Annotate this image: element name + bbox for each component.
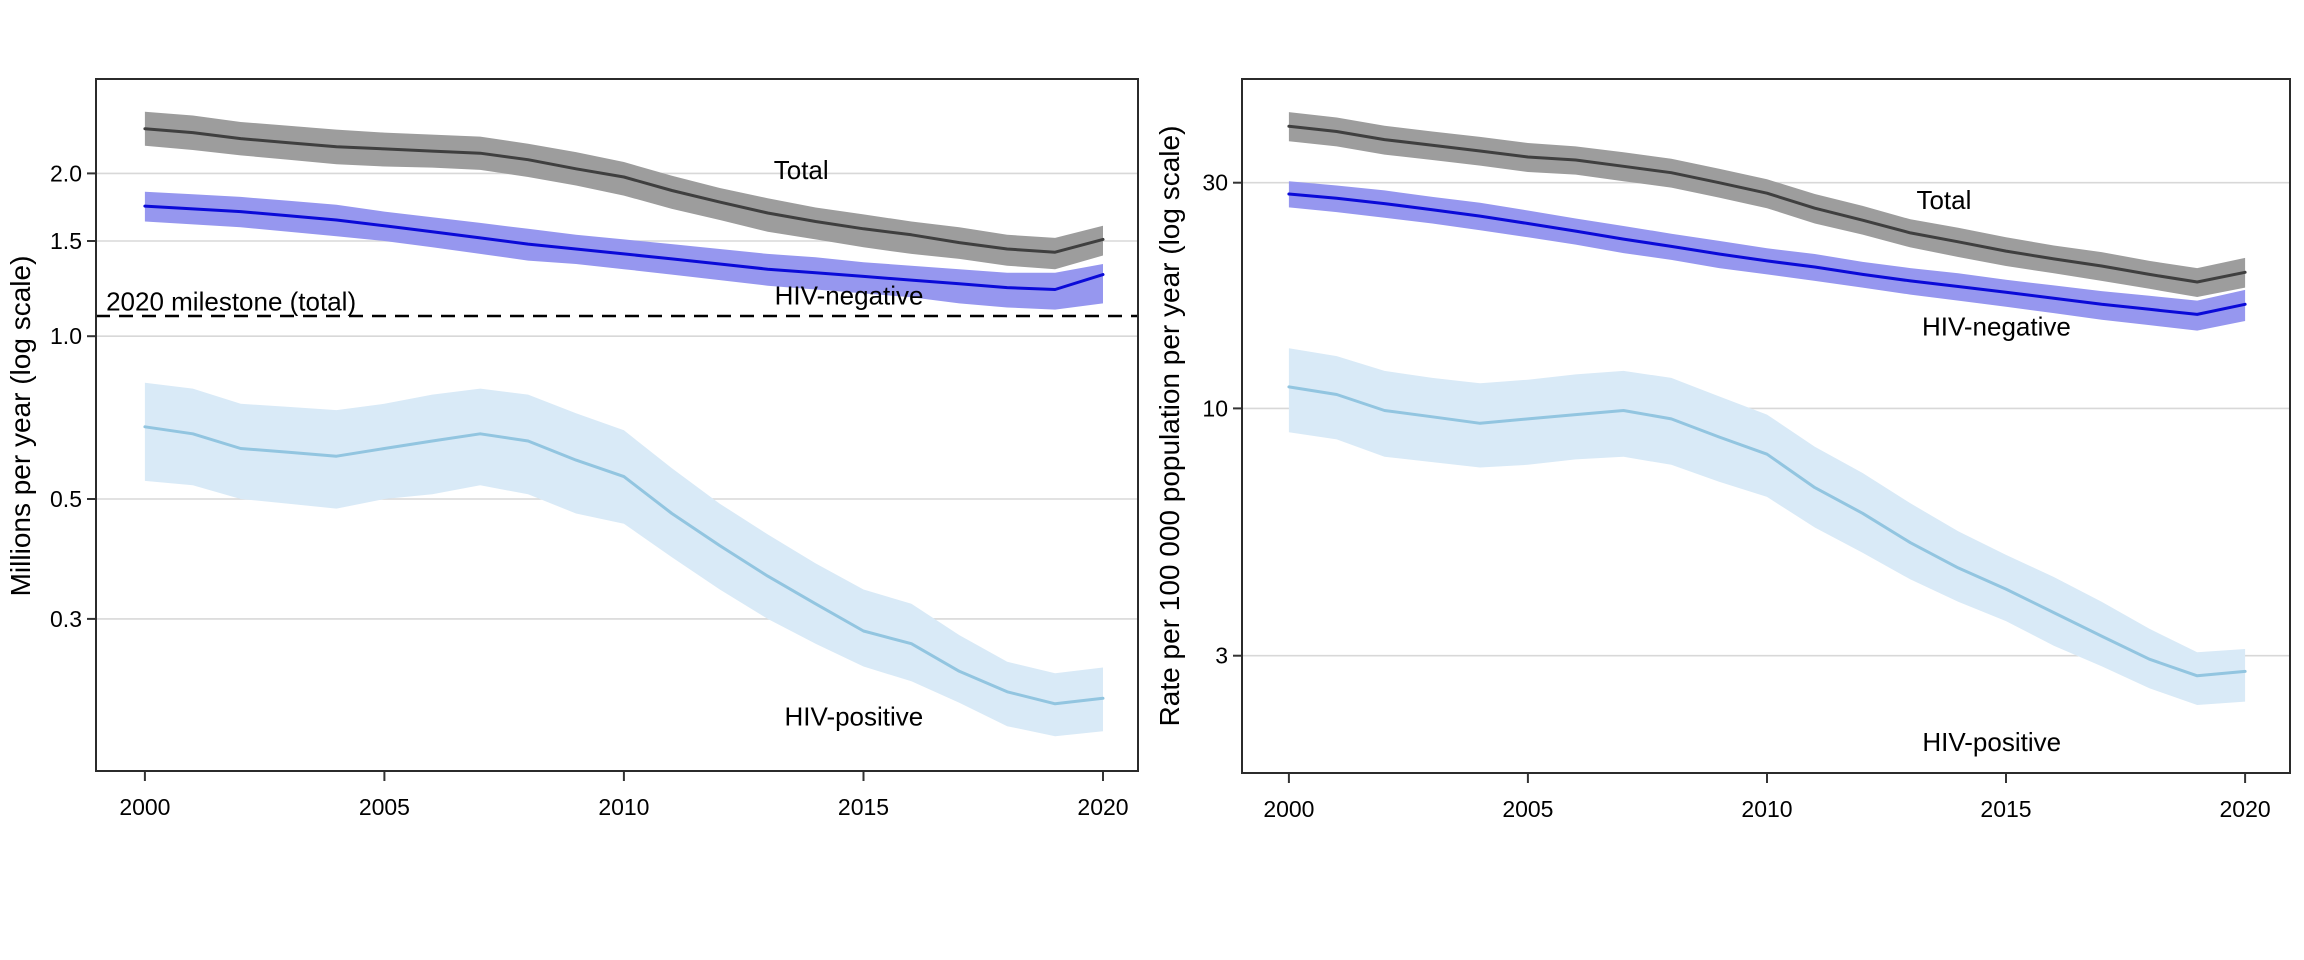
series-line-hiv-positive [143,425,1105,706]
y-tick-label: 3 [1215,643,1228,669]
series-label-hiv-negative: HIV-negative [775,280,924,310]
y-tick-label: 1.5 [50,228,82,254]
y-tick-label: 1.0 [50,323,82,349]
x-tick-label: 2005 [1502,796,1553,822]
chart-panel-deaths: 2.0 1.5 1.0 0.5 0.3 2000 2005 2010 2015 2020 Total… [50,78,1139,820]
chart-panels: 2.0 1.5 1.0 0.5 0.3 2000 2005 2010 2015 2020 Total… [50,78,2291,822]
x-tick-label: 2010 [1741,796,1792,822]
left-chart-y-axis-title: Millions per year (log scale) [5,256,36,597]
series-label-hiv-negative: HIV-negative [1922,312,2071,342]
chart-panel-rates: 30 10 3 2000 2005 2010 2015 2020 Total HIV-negati… [1202,78,2291,822]
series-label-hiv-positive: HIV-positive [1922,727,2061,757]
x-tick-label: 2020 [2220,796,2271,822]
uncertainty-band-hiv-positive [1288,348,2246,705]
y-tick-label: 10 [1202,395,1228,421]
series-line-hiv-negative [143,204,1105,291]
series-line-hiv-positive [1287,385,2247,678]
uncertainty-band-hiv-negative [144,191,1103,310]
series-line-total [1287,124,2247,284]
series-line-hiv-negative [1287,192,2247,316]
series-label-total: Total [1916,185,1971,215]
x-tick-label: 2015 [1980,796,2031,822]
y-tick-label: 30 [1202,170,1228,196]
uncertainty-band-hiv-positive [144,382,1103,737]
x-tick-label: 2015 [838,794,889,820]
y-tick-label: 0.3 [50,606,82,632]
y-tick-label: 2.0 [50,160,82,186]
series-label-total: Total [774,155,829,185]
right-chart-y-axis-title: Rate per 100 000 population per year (lo… [1154,126,1185,727]
x-tick-label: 2000 [119,794,170,820]
x-tick-label: 2000 [1263,796,1314,822]
x-tick-label: 2020 [1077,794,1128,820]
series-label-hiv-positive: HIV-positive [785,702,924,732]
series-line-total [143,127,1105,254]
y-tick-label: 0.5 [50,486,82,512]
milestone-label: 2020 milestone (total) [106,286,356,316]
x-tick-label: 2005 [359,794,410,820]
panel-border [1241,78,2291,774]
panel-border [95,78,1139,772]
x-tick-label: 2010 [598,794,649,820]
